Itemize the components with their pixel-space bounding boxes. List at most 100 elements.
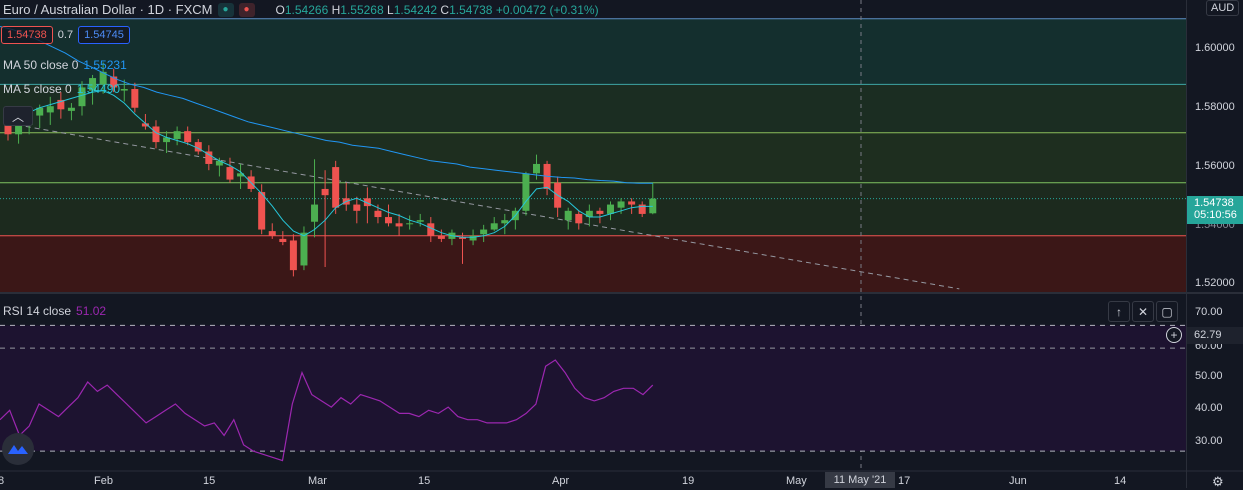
price-tick: 1.58000 xyxy=(1195,101,1235,113)
maximize-icon[interactable]: ▢ xyxy=(1156,301,1178,322)
candle-body xyxy=(268,231,276,236)
trendline xyxy=(7,122,960,290)
logo-mark-icon xyxy=(8,445,28,454)
collapse-legend-button[interactable]: ︿ xyxy=(3,106,33,126)
price-tick: 1.56000 xyxy=(1195,160,1235,172)
candle-body xyxy=(332,167,340,208)
candle-body xyxy=(363,198,371,207)
candle-body xyxy=(617,201,625,208)
rsi-tick: 50.00 xyxy=(1195,370,1223,382)
candle-body xyxy=(596,210,604,214)
sell-button[interactable]: 1.54738 xyxy=(1,26,53,44)
rsi-tick: 70.00 xyxy=(1195,306,1223,318)
low-value: 1.54242 xyxy=(393,2,438,17)
rsi-pane xyxy=(0,324,1186,462)
time-tick: 15 xyxy=(418,475,431,487)
time-tick: Feb xyxy=(94,475,113,487)
fib-band xyxy=(0,235,1186,292)
candle-body xyxy=(300,232,308,266)
trendline-dashed xyxy=(7,122,960,290)
ma50-value: 1.55231 xyxy=(83,58,127,72)
fib-band xyxy=(0,182,1186,236)
rsi-value: 51.02 xyxy=(76,304,107,318)
eye-icon[interactable]: ● xyxy=(217,2,234,17)
close-value: 1.54738 xyxy=(449,2,493,17)
candle-body xyxy=(89,78,97,91)
candle-body xyxy=(57,99,65,110)
trade-buttons: 1.54738 0.7 1.54745 xyxy=(1,26,130,44)
ma5-line xyxy=(7,90,653,238)
candle-body xyxy=(395,223,403,227)
candle-body xyxy=(205,151,213,164)
rsi-tick: 30.00 xyxy=(1195,435,1223,447)
candle-body xyxy=(279,238,287,243)
spread-value: 0.7 xyxy=(57,29,74,41)
candle-body xyxy=(374,210,382,218)
candle-body xyxy=(131,89,139,108)
arrow-up-icon[interactable]: ↑ xyxy=(1108,301,1130,322)
rsi-label: RSI 14 close xyxy=(3,304,72,318)
candle-body xyxy=(36,107,44,116)
time-tick: 17 xyxy=(898,475,911,487)
currency-label[interactable]: AUD xyxy=(1206,0,1240,16)
buy-button[interactable]: 1.54745 xyxy=(78,26,130,44)
candle-body xyxy=(501,220,509,224)
ma50-legend[interactable]: MA 50 close 0 1.55231 xyxy=(3,58,127,72)
candle-body xyxy=(490,223,498,230)
candle-body xyxy=(321,188,329,196)
candle-body xyxy=(385,217,393,224)
last-price-tag: 1.54738 05:10:56 xyxy=(1187,196,1243,224)
fib-bands xyxy=(0,18,1186,292)
symbol-legend: Euro / Australian Dollar · 1D · FXCM ● ●… xyxy=(3,2,599,17)
fib-band xyxy=(0,18,1186,85)
add-alert-icon[interactable]: + xyxy=(1166,327,1182,343)
pane-controls: ↑ ✕ ▢ xyxy=(1108,301,1178,322)
open-label: O xyxy=(275,2,285,17)
candle-body xyxy=(67,107,75,111)
candle-body xyxy=(416,220,424,222)
high-value: 1.55268 xyxy=(340,2,384,17)
gear-icon[interactable]: ⚙ xyxy=(1212,474,1224,489)
close-label: C xyxy=(440,2,450,17)
candle-body xyxy=(215,160,223,166)
high-label: H xyxy=(331,2,341,17)
time-tick: Mar xyxy=(308,475,327,487)
bar-countdown: 05:10:56 xyxy=(1194,209,1237,221)
open-value: 1.54266 xyxy=(284,2,329,17)
candle-body xyxy=(194,142,202,152)
close-icon[interactable]: ✕ xyxy=(1132,301,1154,322)
time-tick: 15 xyxy=(203,475,216,487)
candle-body xyxy=(289,240,297,271)
candle-body xyxy=(15,124,23,135)
candle-body xyxy=(480,229,488,235)
candle-body xyxy=(4,124,12,135)
last-price-value: 1.54738 xyxy=(1194,197,1234,209)
rsi-tick: 40.00 xyxy=(1195,402,1223,414)
tradingview-logo[interactable] xyxy=(2,433,34,465)
candle-body xyxy=(469,235,477,241)
symbol-title[interactable]: Euro / Australian Dollar · 1D · FXCM xyxy=(3,2,213,17)
candle-body xyxy=(638,204,646,214)
ma5-legend[interactable]: MA 5 close 0 1.54490 xyxy=(3,82,120,96)
candle-body xyxy=(163,137,171,143)
candle-body xyxy=(141,123,149,127)
ma5-label: MA 5 close 0 xyxy=(3,82,72,96)
candle-body xyxy=(46,106,54,113)
record-icon[interactable]: ● xyxy=(238,2,255,17)
ma5-value: 1.54490 xyxy=(76,82,121,96)
rsi-legend[interactable]: RSI 14 close 51.02 xyxy=(3,304,106,318)
candle-body xyxy=(585,210,593,218)
time-tick-partial: 8 xyxy=(0,475,5,487)
candle-body xyxy=(184,131,192,143)
rsi-band xyxy=(0,325,1186,452)
candle-body xyxy=(353,204,361,211)
candle-body xyxy=(173,131,181,139)
candle-body xyxy=(406,223,414,225)
candle-body xyxy=(575,213,583,224)
candle-body xyxy=(237,173,245,177)
moving-averages xyxy=(0,26,653,238)
candle-body xyxy=(152,126,160,143)
time-tick: Jun xyxy=(1009,475,1027,487)
